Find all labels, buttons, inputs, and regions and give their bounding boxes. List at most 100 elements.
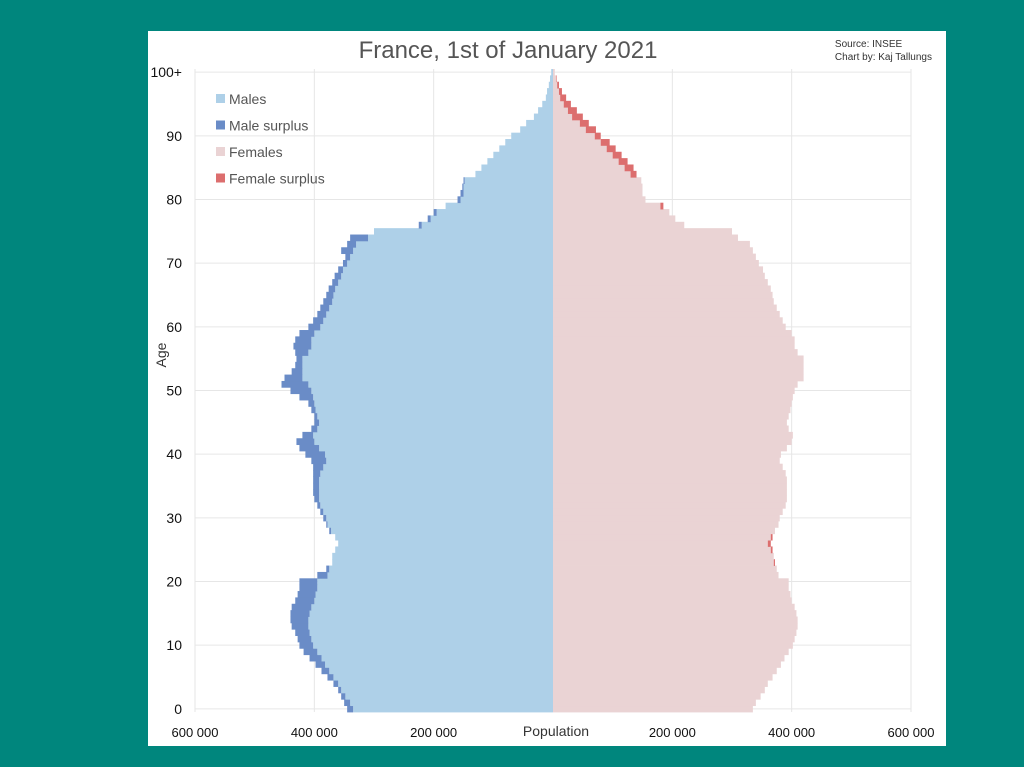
male-surplus-bar: [457, 196, 461, 204]
male-bar: [347, 259, 553, 267]
male-bar: [551, 69, 553, 76]
female-surplus-bar: [594, 132, 601, 140]
female-bar: [553, 183, 643, 191]
female-bar: [553, 559, 774, 566]
female-bar: [553, 298, 774, 305]
male-bar: [326, 514, 553, 522]
male-bar: [338, 540, 553, 547]
female-bar: [553, 285, 771, 293]
x-tick-label: 400 000: [768, 725, 815, 740]
male-bar: [302, 374, 553, 382]
female-bar: [553, 349, 798, 356]
female-bar: [553, 240, 750, 248]
male-surplus-bar: [313, 482, 320, 490]
male-bar: [319, 476, 553, 484]
female-bar: [553, 139, 601, 146]
male-surplus-bar: [341, 247, 354, 255]
male-bar: [329, 667, 553, 675]
female-surplus-bar: [567, 107, 577, 114]
female-bar: [553, 699, 756, 707]
male-surplus-bar: [326, 291, 334, 299]
male-surplus-bar: [344, 699, 351, 707]
female-bar: [553, 400, 792, 407]
male-bar: [317, 425, 553, 433]
female-bar: [553, 533, 771, 541]
female-bar: [553, 355, 804, 363]
female-bar: [553, 361, 804, 369]
female-bar: [553, 412, 789, 420]
male-surplus-bar: [291, 622, 309, 630]
male-surplus-bar: [317, 310, 327, 318]
female-bar: [553, 189, 643, 197]
male-bar: [327, 521, 553, 528]
male-bar: [320, 501, 553, 509]
male-surplus-bar: [342, 259, 348, 267]
female-surplus-bar: [767, 540, 771, 547]
male-surplus-bar: [323, 298, 333, 305]
female-bar: [553, 629, 797, 637]
male-surplus-bar: [313, 489, 320, 496]
male-surplus-bar: [297, 591, 316, 598]
female-bar: [553, 336, 795, 344]
male-bar: [311, 387, 553, 395]
male-bar: [319, 495, 553, 503]
female-bar: [553, 228, 732, 235]
male-surplus-bar: [338, 266, 343, 274]
male-surplus-bar: [315, 661, 326, 668]
male-bar: [326, 310, 553, 318]
female-bar: [553, 291, 773, 299]
male-surplus-bar: [314, 412, 318, 420]
female-bar: [553, 107, 568, 114]
legend-swatch: [216, 94, 225, 103]
male-surplus-bar: [320, 508, 324, 516]
male-bar: [308, 622, 553, 630]
female-surplus-bar: [773, 559, 775, 566]
female-bar: [553, 69, 555, 76]
female-surplus-bar: [600, 139, 610, 146]
male-bar: [331, 527, 553, 535]
male-bar: [326, 457, 553, 465]
male-surplus-bar: [338, 686, 342, 694]
female-bar: [553, 145, 607, 153]
male-bar: [548, 81, 553, 89]
x-tick-label: 400 000: [291, 725, 338, 740]
male-surplus-bar: [463, 177, 465, 184]
male-bar: [313, 431, 553, 439]
male-surplus-bar: [303, 648, 318, 656]
male-surplus-bar: [299, 578, 318, 586]
male-bar: [323, 463, 553, 471]
male-bar: [327, 571, 553, 579]
male-bar: [374, 228, 553, 235]
male-surplus-bar: [302, 431, 314, 439]
male-surplus-bar: [317, 501, 321, 509]
female-bar: [553, 508, 783, 516]
male-bar: [511, 132, 553, 140]
female-surplus-bar: [563, 100, 571, 108]
male-bar: [313, 393, 553, 401]
female-bar: [553, 578, 789, 586]
female-bar: [553, 444, 787, 452]
male-bar: [302, 368, 553, 375]
male-surplus-bar: [305, 450, 326, 458]
male-surplus-bar: [321, 667, 330, 675]
male-surplus-bar: [291, 368, 303, 375]
female-bar: [553, 692, 761, 700]
legend-swatch: [216, 120, 225, 130]
chart-title: France, 1st of January 2021: [358, 37, 658, 64]
male-bar: [315, 591, 553, 598]
male-bar: [313, 641, 553, 649]
male-surplus-bar: [314, 419, 320, 426]
y-tick-label: 0: [174, 701, 182, 717]
male-bar: [493, 151, 553, 159]
male-surplus-bar: [313, 317, 324, 325]
male-bar: [335, 546, 553, 554]
male-bar: [350, 253, 553, 261]
male-surplus-bar: [433, 209, 437, 216]
male-bar: [320, 470, 553, 477]
female-bar: [553, 304, 777, 312]
male-surplus-bar: [295, 629, 310, 637]
male-bar: [323, 508, 553, 516]
y-axis-title: Age: [153, 342, 169, 367]
female-bar: [553, 571, 779, 579]
male-bar: [350, 699, 553, 707]
